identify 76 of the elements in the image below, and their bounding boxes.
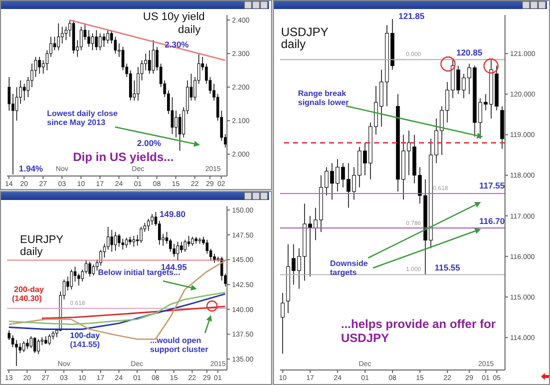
candlestick [22, 340, 26, 353]
text: EURJPY [20, 234, 64, 246]
candlestick [136, 66, 140, 101]
annotation: 116.70 [479, 216, 506, 226]
candlestick [178, 114, 182, 152]
annotation: 149.80 [160, 208, 186, 219]
candlestick [70, 269, 73, 290]
annotation: 115.55 [434, 262, 460, 273]
series-label: 100-day [70, 331, 100, 340]
candlestick [114, 36, 117, 54]
candlestick [92, 264, 95, 276]
text: 200-day [14, 285, 44, 294]
candlestick [280, 292, 285, 354]
text: daily [178, 24, 201, 36]
annotation: 117.55 [479, 180, 506, 191]
annotation: (141.55) [70, 340, 101, 350]
candlestick [60, 26, 64, 44]
candlestick [8, 330, 10, 341]
text: daily [281, 37, 306, 51]
text: USDJPY [281, 25, 328, 39]
annotation: 2.30% [164, 40, 190, 50]
annotation: ...would open support cluster [150, 336, 210, 354]
candlestick [22, 83, 26, 101]
candlestick [88, 261, 92, 277]
candlestick [11, 334, 14, 348]
candlestick [33, 336, 36, 354]
chart-title: US 10y yield [143, 11, 205, 23]
candlestick [114, 231, 117, 252]
candlestick [30, 336, 32, 349]
candlestick [26, 338, 29, 350]
candlestick [48, 334, 51, 346]
annotation: 120.85 [456, 48, 483, 58]
annotation: 1.94% [18, 163, 44, 174]
candlestick [87, 30, 90, 48]
candlestick [125, 237, 128, 248]
candlestick [8, 76, 11, 111]
candlestick [77, 273, 80, 286]
annotation: Downside targets [330, 259, 369, 278]
line-series [8, 293, 226, 330]
candlestick [37, 338, 40, 354]
candlestick [456, 65, 460, 95]
candlestick [174, 110, 178, 138]
candlestick [148, 50, 151, 74]
candlestick [98, 33, 102, 51]
candlestick [91, 33, 94, 51]
annotation: Dip in US yields... [73, 150, 175, 165]
candlestick [38, 56, 41, 74]
candlestick [169, 238, 172, 252]
candlestick [121, 46, 124, 71]
candlestick [53, 36, 56, 51]
annotation: Lowest daily close since May 2013 [47, 109, 119, 128]
candlestick [30, 63, 34, 88]
candlestick [110, 229, 114, 252]
candlestick [172, 243, 176, 258]
annotation: 121.85 [398, 11, 425, 22]
annotation: Range break signals lower [298, 89, 350, 108]
candlestick [15, 340, 18, 366]
text: daily [20, 246, 43, 258]
candlestick [462, 73, 466, 99]
candlestick [180, 241, 183, 254]
candlestick [206, 239, 208, 254]
annotation: ...helps provide an offer for USDJPY [341, 317, 497, 346]
candlestick [184, 239, 186, 252]
line-series [41, 306, 226, 320]
annotation: (140.30) [12, 294, 43, 304]
candlestick [140, 226, 142, 244]
candlestick [106, 30, 110, 44]
annotation: 2.00% [137, 138, 162, 149]
candlestick [64, 26, 68, 41]
candlestick [129, 70, 132, 101]
candlestick [118, 233, 120, 248]
candlestick [94, 30, 98, 51]
candlestick [176, 241, 180, 261]
candlestick [102, 33, 106, 48]
candlestick [57, 22, 60, 51]
candlestick [158, 220, 161, 246]
